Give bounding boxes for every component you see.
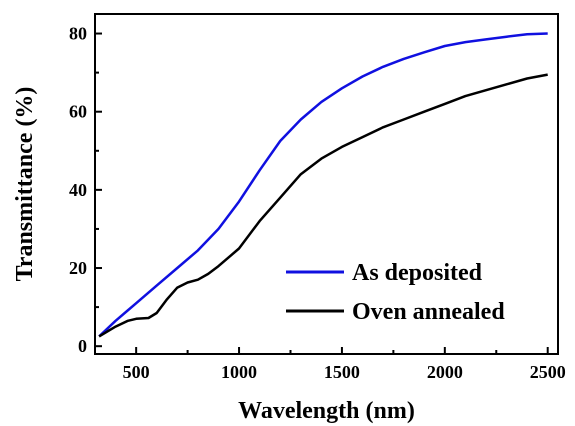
y-tick-label: 80 [69,24,87,44]
x-axis-ticks: 500 1000 1500 2000 2500 [123,347,566,382]
x-tick-label: 1500 [324,362,360,382]
x-tick-label: 500 [123,362,150,382]
legend: As deposited Oven annealed [286,260,505,325]
y-tick-label: 40 [69,180,87,200]
y-tick-label: 20 [69,258,87,278]
x-axis-title: Wavelength (nm) [238,398,415,424]
legend-label-as-deposited: As deposited [352,260,483,286]
legend-label-oven-annealed: Oven annealed [352,299,505,325]
series-line-1 [98,73,548,338]
series-line-0 [98,32,548,338]
y-axis-title: Transmittance (%) [12,87,38,282]
plot-lines [98,32,548,338]
plot-frame [94,13,559,355]
y-tick-label: 60 [69,102,87,122]
y-axis-ticks: 0 20 40 60 80 [69,24,102,356]
x-tick-label: 1000 [221,362,257,382]
x-tick-label: 2000 [427,362,463,382]
x-tick-label: 2500 [530,362,566,382]
y-tick-label: 0 [78,336,87,356]
